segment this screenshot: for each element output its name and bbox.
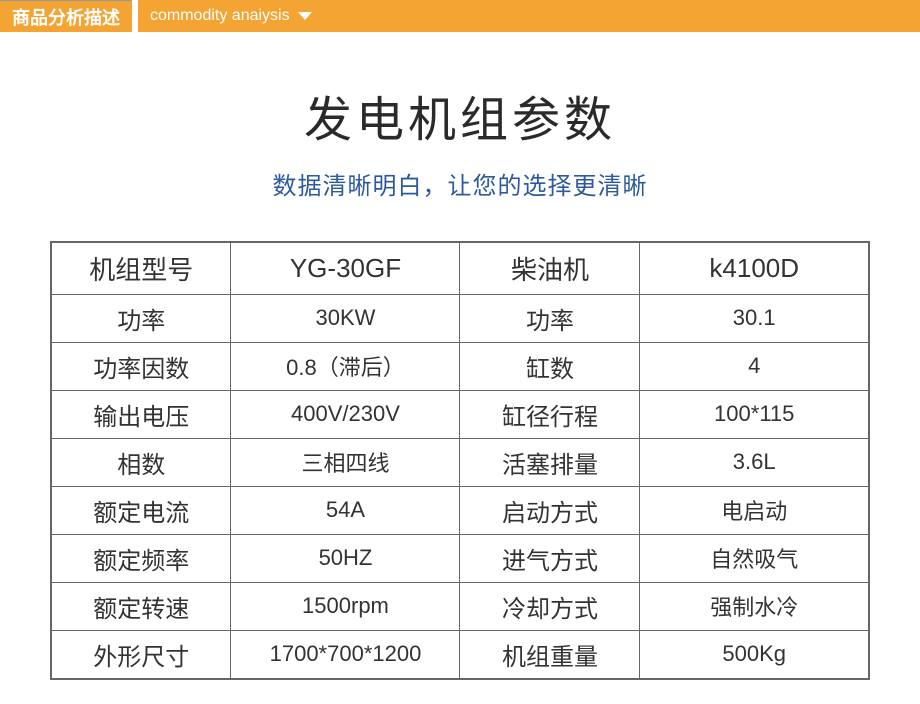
- spec-value: 0.8（滞后）: [231, 342, 460, 390]
- spec-value: 50HZ: [231, 534, 460, 582]
- header-label-text: 商品分析描述: [12, 4, 120, 30]
- spec-label: 功率因数: [51, 342, 231, 390]
- spec-label: 活塞排量: [460, 438, 640, 486]
- spec-label: 进气方式: [460, 534, 640, 582]
- spec-value: 500Kg: [640, 630, 869, 679]
- spec-label: 缸数: [460, 342, 640, 390]
- dropdown-arrow-icon: [298, 12, 312, 20]
- spec-table-body: 机组型号 YG-30GF 柴油机 k4100D 功率 30KW 功率 30.1 …: [51, 242, 869, 679]
- spec-value: 3.6L: [640, 438, 869, 486]
- spec-label: 冷却方式: [460, 582, 640, 630]
- table-row: 额定电流 54A 启动方式 电启动: [51, 486, 869, 534]
- spec-value: 1700*700*1200: [231, 630, 460, 679]
- spec-value: 100*115: [640, 390, 869, 438]
- spec-table-container: 机组型号 YG-30GF 柴油机 k4100D 功率 30KW 功率 30.1 …: [0, 241, 920, 680]
- spec-label: 功率: [51, 294, 231, 342]
- spec-value: 54A: [231, 486, 460, 534]
- table-row: 额定转速 1500rpm 冷却方式 强制水冷: [51, 582, 869, 630]
- spec-label: 机组型号: [51, 242, 231, 294]
- spec-value: 三相四线: [231, 438, 460, 486]
- spec-label: 相数: [51, 438, 231, 486]
- spec-label: 缸径行程: [460, 390, 640, 438]
- spec-label: 外形尺寸: [51, 630, 231, 679]
- main-title: 发电机组参数: [0, 87, 920, 154]
- spec-label: 额定电流: [51, 486, 231, 534]
- spec-value: 电启动: [640, 486, 869, 534]
- table-row: 相数 三相四线 活塞排量 3.6L: [51, 438, 869, 486]
- table-row: 机组型号 YG-30GF 柴油机 k4100D: [51, 242, 869, 294]
- spec-label: 功率: [460, 294, 640, 342]
- spec-value: 30.1: [640, 294, 869, 342]
- spec-label: 输出电压: [51, 390, 231, 438]
- table-row: 额定频率 50HZ 进气方式 自然吸气: [51, 534, 869, 582]
- spec-label: 额定转速: [51, 582, 231, 630]
- subtitle: 数据清晰明白，让您的选择更清晰: [0, 166, 920, 201]
- spec-value: 自然吸气: [640, 534, 869, 582]
- table-row: 输出电压 400V/230V 缸径行程 100*115: [51, 390, 869, 438]
- header-label: 商品分析描述: [0, 0, 132, 32]
- spec-value: 400V/230V: [231, 390, 460, 438]
- header-bar: 商品分析描述 commodity anaiysis: [0, 0, 920, 32]
- header-subtitle-text: commodity anaiysis: [150, 7, 290, 25]
- title-section: 发电机组参数 数据清晰明白，让您的选择更清晰: [0, 87, 920, 201]
- spec-table: 机组型号 YG-30GF 柴油机 k4100D 功率 30KW 功率 30.1 …: [50, 241, 870, 680]
- spec-value: YG-30GF: [231, 242, 460, 294]
- spec-label: 额定频率: [51, 534, 231, 582]
- spec-value: 1500rpm: [231, 582, 460, 630]
- table-row: 外形尺寸 1700*700*1200 机组重量 500Kg: [51, 630, 869, 679]
- spec-label: 柴油机: [460, 242, 640, 294]
- header-subtitle: commodity anaiysis: [138, 0, 920, 32]
- spec-value: 30KW: [231, 294, 460, 342]
- table-row: 功率因数 0.8（滞后） 缸数 4: [51, 342, 869, 390]
- spec-value: 4: [640, 342, 869, 390]
- spec-value: 强制水冷: [640, 582, 869, 630]
- spec-label: 机组重量: [460, 630, 640, 679]
- spec-value: k4100D: [640, 242, 869, 294]
- spec-label: 启动方式: [460, 486, 640, 534]
- table-row: 功率 30KW 功率 30.1: [51, 294, 869, 342]
